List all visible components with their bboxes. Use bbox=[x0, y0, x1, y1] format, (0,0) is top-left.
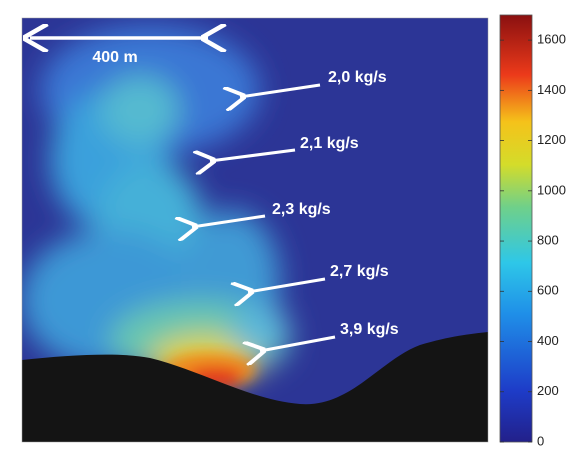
annotation: 2,1 kg/s bbox=[300, 135, 359, 152]
colorbar-tick-label: 1000 bbox=[537, 182, 566, 197]
colorbar bbox=[500, 15, 532, 442]
annotation: 2,3 kg/s bbox=[272, 201, 331, 218]
colorbar-tick-label: 400 bbox=[537, 333, 559, 348]
colorbar-tick-label: 0 bbox=[537, 433, 544, 448]
annotation: 3,9 kg/s bbox=[340, 321, 399, 338]
colorbar-tick-label: 200 bbox=[537, 383, 559, 398]
plume-image bbox=[20, 18, 488, 442]
colorbar-tick-label: 800 bbox=[537, 232, 559, 247]
colorbar-tick-label: 1200 bbox=[537, 132, 566, 147]
colorbar-tick-label: 1600 bbox=[537, 32, 566, 47]
annotation: 2,7 kg/s bbox=[330, 263, 389, 280]
annotation: 2,0 kg/s bbox=[328, 69, 387, 86]
figure: 400 m 2,0 kg/s 2,1 kg/s 2,3 kg/s 2,7 kg/… bbox=[0, 0, 574, 449]
colorbar-tick-label: 600 bbox=[537, 283, 559, 298]
colorbar-tick-label: 1400 bbox=[537, 82, 566, 97]
scale-label: 400 m bbox=[92, 49, 137, 66]
